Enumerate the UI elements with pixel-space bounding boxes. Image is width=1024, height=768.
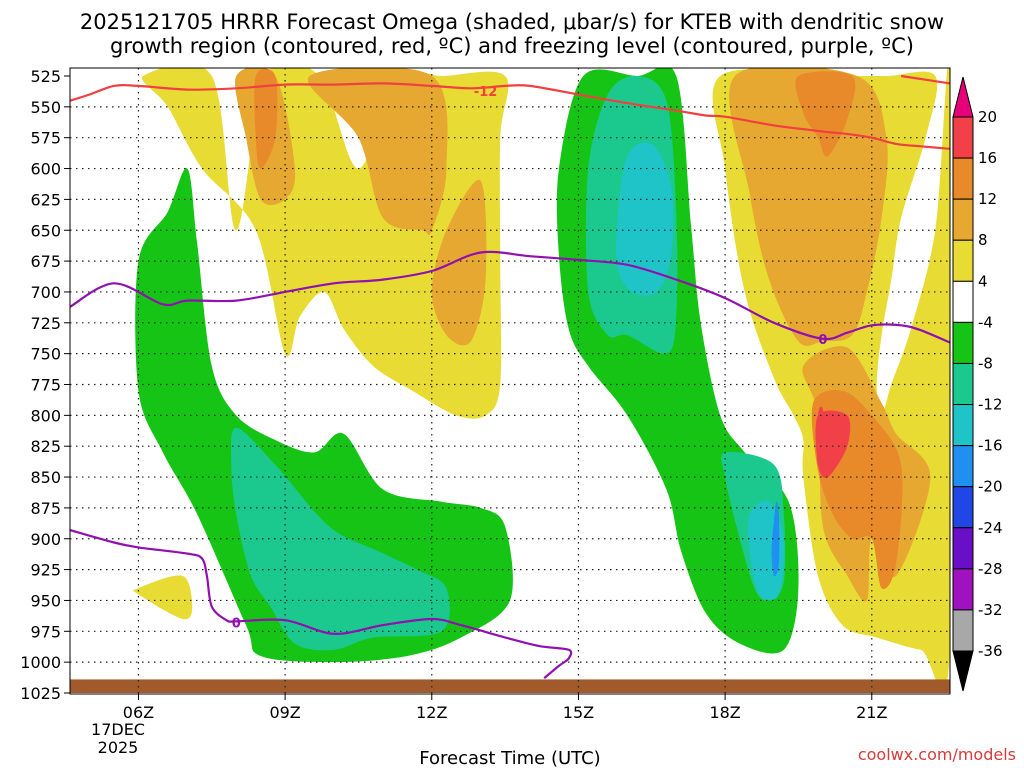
colorbar-label--8: -8 (978, 354, 993, 372)
colorbar-label--16: -16 (978, 437, 1003, 455)
y-tick-label-1025: 1025 (20, 684, 61, 703)
contour-line-2 (70, 250, 950, 344)
colorbar-bin-4-8 (952, 239, 974, 282)
colorbar-label-12: 12 (978, 190, 997, 208)
date-label-day: 17DEC (91, 720, 145, 739)
colorbar-bin-12-16 (952, 157, 974, 200)
contour-line-3 (70, 529, 573, 680)
ground-surface (70, 679, 950, 693)
ground-strip (70, 679, 950, 693)
contour-line-0 (70, 82, 950, 150)
omega-region-pos8 (431, 179, 487, 346)
omega-region-neg12 (616, 142, 674, 296)
chart-title-line2: growth region (contoured, red, ºC) and f… (110, 34, 914, 58)
x-tick-label-21Z: 21Z (856, 703, 887, 722)
contour-label-0: -12 (474, 85, 498, 100)
y-tick-label-650: 650 (30, 221, 61, 240)
y-tick-label-675: 675 (30, 252, 61, 271)
y-tick-label-775: 775 (30, 376, 61, 395)
y-tick-label-825: 825 (30, 437, 61, 456)
time-axis: 06Z 09Z 12Z 15Z 18Z 21Z (123, 694, 887, 722)
colorbar-label--24: -24 (978, 519, 1003, 537)
colorbar-label-4: 4 (978, 272, 988, 290)
y-tick-label-850: 850 (30, 468, 61, 487)
y-tick-label-700: 700 (30, 283, 61, 302)
y-tick-label-900: 900 (30, 530, 61, 549)
colorbar-bin--16--12 (952, 404, 974, 447)
chart-title-line1: 2025121705 HRRR Forecast Omega (shaded, … (80, 10, 944, 34)
plot-grid (70, 68, 950, 694)
omega-region-neg16 (771, 501, 780, 577)
y-tick-label-950: 950 (30, 591, 61, 610)
colorbar-label--32: -32 (978, 601, 1003, 619)
y-tick-label-750: 750 (30, 345, 61, 364)
colorbar-top-triangle (952, 76, 974, 118)
y-tick-label-975: 975 (30, 622, 61, 641)
colorbar-bin--12--8 (952, 362, 974, 406)
x-tick-label-09Z: 09Z (269, 703, 300, 722)
colorbar-label-8: 8 (978, 231, 988, 249)
y-tick-label-925: 925 (30, 561, 61, 580)
x-tick-label-18Z: 18Z (709, 703, 740, 722)
pressure-axis: 525 550 575 600 625 650 675 700 725 750 775 800 825 8… (20, 67, 70, 703)
colorbar-label--4: -4 (978, 313, 993, 331)
colorbar-label--12: -12 (978, 396, 1003, 414)
colorbar-label-20: 20 (978, 108, 997, 126)
plot-frame (69, 67, 951, 695)
colorbar-label-16: 16 (978, 149, 997, 167)
colorbar-label--28: -28 (978, 560, 1003, 578)
colorbar-bin-16-20 (952, 116, 974, 159)
colorbar-bin--8--4 (952, 321, 974, 364)
y-tick-label-725: 725 (30, 314, 61, 333)
colorbar-bin-8-12 (952, 198, 974, 241)
credit-link[interactable]: coolwx.com/models (858, 745, 1016, 764)
y-tick-label-1000: 1000 (20, 653, 61, 672)
colorbar-label--20: -20 (978, 478, 1003, 496)
omega-colorbar: 20 16 12 8 4 -4 -8 -12 -16 -20 -24 -28 -32 -36 (952, 76, 1003, 692)
contour-label-2: 0 (818, 333, 827, 348)
colorbar-bin--32--28 (952, 568, 974, 611)
date-label-year: 2025 (98, 738, 139, 757)
colorbar-bin--28--24 (952, 527, 974, 570)
colorbar-bin--36--32 (952, 609, 974, 652)
omega-region-pos4 (133, 575, 193, 620)
y-tick-label-525: 525 (30, 67, 61, 86)
omega-shading (133, 68, 950, 691)
contour-line-1 (900, 74, 950, 85)
x-tick-label-12Z: 12Z (416, 703, 447, 722)
omega-region-pos12 (254, 68, 278, 169)
x-tick-label-15Z: 15Z (563, 703, 594, 722)
omega-region-pos8 (729, 68, 888, 346)
omega-region-pos12 (795, 71, 856, 157)
y-tick-label-875: 875 (30, 499, 61, 518)
colorbar-label--36: -36 (978, 642, 1003, 660)
colorbar-bottom-triangle (952, 650, 974, 692)
temperature-contours: -12 0 0 (70, 74, 950, 680)
y-tick-label-625: 625 (30, 190, 61, 209)
y-tick-label-550: 550 (30, 98, 61, 117)
contour-label-3: 0 (232, 617, 241, 632)
colorbar-bin--20--16 (952, 445, 974, 488)
y-tick-label-575: 575 (30, 129, 61, 148)
y-tick-label-600: 600 (30, 160, 61, 179)
y-tick-label-800: 800 (30, 406, 61, 425)
omega-region-pos8 (307, 68, 448, 236)
colorbar-bin--4-4 (952, 280, 974, 323)
colorbar-bin--24--20 (952, 486, 974, 529)
x-tick-label-06Z: 06Z (123, 703, 154, 722)
x-axis-label: Forecast Time (UTC) (419, 748, 600, 768)
omega-region-pos16 (815, 410, 851, 478)
